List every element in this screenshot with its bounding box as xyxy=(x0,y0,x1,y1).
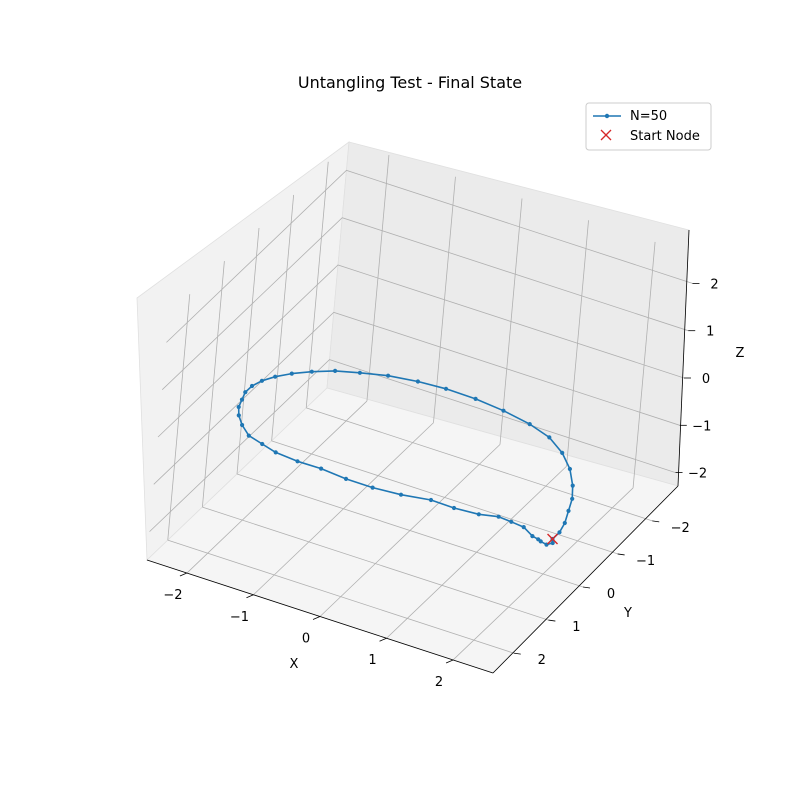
x-tick-mark xyxy=(379,637,387,642)
data-point xyxy=(415,379,420,384)
data-point xyxy=(240,422,245,428)
chart-title: Untangling Test - Final State xyxy=(298,73,522,92)
data-point xyxy=(428,497,434,503)
start-node-marker xyxy=(547,533,559,545)
z-axis-line xyxy=(677,229,690,487)
data-point xyxy=(273,374,278,379)
data-point xyxy=(496,514,501,519)
data-point xyxy=(309,369,314,374)
data-point xyxy=(567,466,573,472)
data-point xyxy=(260,441,265,447)
data-point xyxy=(239,397,245,402)
y-axis-label: Y xyxy=(623,606,632,621)
data-point xyxy=(370,485,375,490)
y-grid-floor xyxy=(202,506,549,621)
y-tick-label: −2 xyxy=(671,521,690,536)
x-grid-wall xyxy=(632,241,656,488)
data-point xyxy=(547,435,552,440)
y-tick-mark xyxy=(513,652,521,655)
z-grid xyxy=(166,169,693,343)
data-point xyxy=(570,496,575,501)
legend-dot-swatch xyxy=(604,113,610,119)
data-point xyxy=(570,483,575,488)
x-grid-floor xyxy=(386,465,567,639)
data-point xyxy=(295,459,300,464)
data-point xyxy=(536,537,541,542)
z-tick-label: −1 xyxy=(692,419,711,434)
x-tick-mark xyxy=(312,616,321,620)
y-axis-line xyxy=(492,485,679,674)
y-grid-wall xyxy=(201,261,225,508)
data-point xyxy=(333,368,338,373)
z-axis-label: Z xyxy=(736,346,745,361)
x-grid-floor xyxy=(452,487,634,661)
x-tick-mark xyxy=(179,572,188,577)
z-grid xyxy=(153,311,680,485)
data-point xyxy=(273,450,278,455)
data-point xyxy=(501,408,506,413)
data-point xyxy=(473,396,478,401)
data-point xyxy=(289,371,294,376)
data-point xyxy=(259,378,264,383)
data-point xyxy=(443,386,449,391)
data-point xyxy=(236,413,241,418)
data-point xyxy=(550,540,555,546)
data-point xyxy=(521,525,526,530)
y-tick-label: −1 xyxy=(636,554,655,569)
y-tick-label: 1 xyxy=(572,620,580,635)
data-point xyxy=(249,383,255,389)
legend-label-series: N=50 xyxy=(630,109,667,124)
x-tick-label: 1 xyxy=(368,653,376,668)
legend: N=50 Start Node xyxy=(585,102,712,151)
data-point xyxy=(476,512,481,517)
x-tick-label: 0 xyxy=(302,632,310,647)
data-point xyxy=(530,534,535,539)
data-point xyxy=(319,466,324,471)
data-point xyxy=(557,530,562,535)
data-point xyxy=(566,508,571,513)
y-tick-mark xyxy=(652,520,660,523)
grid-lines xyxy=(149,155,693,661)
data-point xyxy=(386,373,391,378)
x-tick-mark xyxy=(445,659,454,664)
z-grid xyxy=(157,264,685,438)
legend-x-swatch xyxy=(600,129,612,141)
y-grid-wall xyxy=(167,294,191,541)
z-grid xyxy=(149,359,676,532)
y-tick-label: 2 xyxy=(538,653,546,668)
x-tick-label: −2 xyxy=(163,588,182,603)
y-grid-floor xyxy=(167,539,514,654)
data-point xyxy=(398,492,404,497)
y-tick-mark xyxy=(548,619,556,622)
data-point xyxy=(246,433,251,438)
x-tick-label: 2 xyxy=(435,675,443,690)
x-tick-label: −1 xyxy=(230,610,249,625)
data-point xyxy=(562,520,567,526)
x-grid-wall xyxy=(566,220,589,467)
axes: −2 −2 −2 −1 −1 −1 0 0 0 1 1 1 2 2 2 xyxy=(146,229,719,690)
data-point xyxy=(509,519,514,524)
data-point xyxy=(560,450,565,455)
legend-label-start: Start Node xyxy=(630,129,700,144)
x-axis-label: X xyxy=(290,657,299,672)
y-tick-mark xyxy=(582,586,591,589)
y-tick-mark xyxy=(617,553,625,556)
z-tick-label: 0 xyxy=(702,372,710,387)
y-grid-floor xyxy=(236,473,584,588)
data-point xyxy=(451,505,457,511)
z-tick-label: −2 xyxy=(688,467,707,482)
data-point xyxy=(243,390,248,395)
legend-box xyxy=(585,102,712,151)
y-tick-label: 0 xyxy=(607,587,615,602)
data-point xyxy=(343,476,349,481)
z-tick-label: 1 xyxy=(706,325,714,340)
z-tick-label: 2 xyxy=(710,277,718,292)
plot-area xyxy=(236,368,575,547)
data-point xyxy=(357,370,362,375)
data-point xyxy=(236,404,241,410)
z-grid xyxy=(161,217,689,390)
data-point xyxy=(527,422,532,427)
x-tick-mark xyxy=(246,594,254,599)
